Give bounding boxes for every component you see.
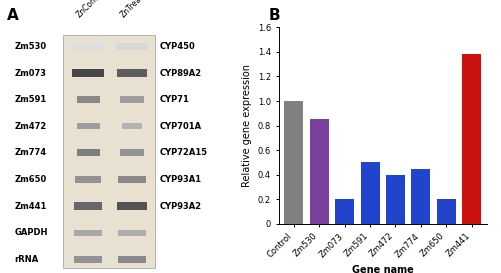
Text: Zm441: Zm441 (14, 202, 47, 210)
Bar (335, 199, 354, 224)
Bar (309, 120, 328, 224)
FancyBboxPatch shape (72, 43, 104, 50)
Bar (410, 168, 429, 224)
Text: rRNA: rRNA (14, 255, 39, 264)
FancyBboxPatch shape (74, 202, 102, 210)
Text: CYP71: CYP71 (159, 95, 189, 104)
Bar (436, 199, 455, 224)
Text: B: B (268, 8, 280, 23)
FancyBboxPatch shape (120, 96, 143, 103)
Y-axis label: Relative gene expression: Relative gene expression (241, 64, 252, 187)
Bar (284, 101, 303, 224)
Text: CYP450: CYP450 (159, 42, 195, 51)
X-axis label: Gene name: Gene name (351, 265, 413, 273)
FancyBboxPatch shape (118, 230, 146, 236)
Text: Zm591: Zm591 (14, 95, 47, 104)
Text: Zm472: Zm472 (14, 122, 47, 131)
FancyBboxPatch shape (121, 123, 142, 129)
FancyBboxPatch shape (72, 69, 104, 77)
Bar (360, 162, 379, 224)
Text: ZnTreat: ZnTreat (118, 0, 145, 19)
Text: CYP72A15: CYP72A15 (159, 149, 207, 157)
FancyBboxPatch shape (116, 43, 148, 50)
FancyBboxPatch shape (74, 256, 102, 263)
FancyBboxPatch shape (75, 176, 101, 183)
Bar (461, 54, 480, 224)
Text: Zm073: Zm073 (14, 69, 46, 78)
FancyBboxPatch shape (117, 69, 147, 77)
Text: A: A (8, 8, 19, 23)
Text: Zm530: Zm530 (14, 42, 46, 51)
FancyBboxPatch shape (118, 176, 146, 183)
Text: GAPDH: GAPDH (14, 228, 48, 237)
Text: Zm650: Zm650 (14, 175, 47, 184)
Text: CYP93A1: CYP93A1 (159, 175, 201, 184)
FancyBboxPatch shape (74, 230, 102, 236)
FancyBboxPatch shape (77, 96, 100, 103)
Bar (385, 175, 404, 224)
Text: CYP93A2: CYP93A2 (159, 202, 201, 210)
Text: Zm774: Zm774 (14, 149, 46, 157)
Text: CYP89A2: CYP89A2 (159, 69, 201, 78)
FancyBboxPatch shape (120, 150, 143, 156)
FancyBboxPatch shape (63, 35, 155, 268)
FancyBboxPatch shape (118, 256, 146, 263)
FancyBboxPatch shape (77, 150, 100, 156)
Text: ZnCont: ZnCont (75, 0, 101, 19)
Text: CYP701A: CYP701A (159, 122, 201, 131)
FancyBboxPatch shape (117, 202, 147, 210)
FancyBboxPatch shape (77, 123, 100, 129)
